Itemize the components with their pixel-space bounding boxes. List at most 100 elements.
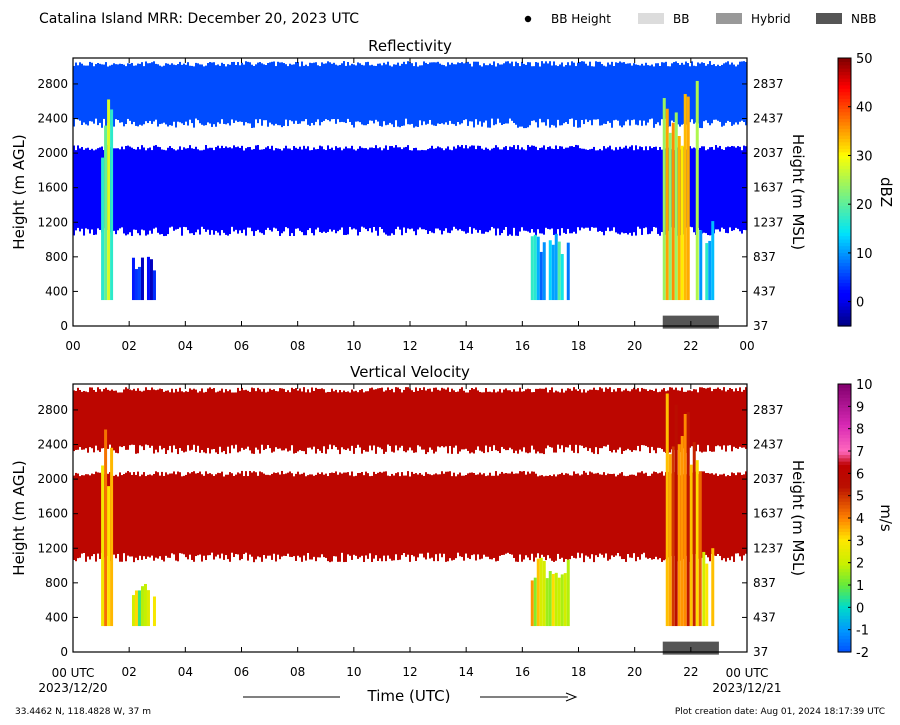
colorbar-segment — [838, 528, 851, 532]
band-edge — [473, 225, 475, 229]
band-edge — [647, 65, 649, 68]
band-edge — [629, 225, 631, 233]
band-edge — [475, 551, 477, 561]
band-edge — [745, 443, 747, 449]
band-edge — [651, 443, 653, 447]
band-edge — [307, 389, 309, 394]
band-edge — [487, 475, 489, 478]
band-edge — [327, 443, 329, 450]
band-edge — [275, 66, 277, 68]
band-edge — [475, 443, 477, 450]
band-edge — [257, 475, 259, 478]
band-edge — [265, 551, 267, 559]
band-edge — [243, 64, 245, 68]
band-edge — [349, 475, 351, 478]
band-edge — [107, 389, 109, 394]
band-edge — [653, 225, 655, 228]
band-edge — [309, 117, 311, 126]
band-edge — [89, 61, 91, 68]
band-edge — [317, 148, 319, 152]
band-edge — [547, 225, 549, 229]
band-edge — [517, 145, 519, 152]
band-edge — [599, 61, 601, 68]
colorbar-segment — [838, 255, 851, 260]
band-edge — [519, 443, 521, 450]
band-edge — [471, 145, 473, 152]
band-edge — [409, 443, 411, 448]
band-edge — [193, 117, 195, 128]
band-edge — [191, 65, 193, 68]
band-edge — [431, 117, 433, 125]
band-edge — [705, 117, 707, 121]
band-edge — [151, 475, 153, 478]
band-edge — [703, 443, 705, 452]
band-edge — [637, 225, 639, 227]
band-edge — [389, 443, 391, 446]
band-edge — [223, 117, 225, 124]
band-edge — [429, 225, 431, 232]
band-edge — [227, 443, 229, 447]
band-edge — [369, 388, 371, 394]
band-edge — [521, 391, 523, 394]
band-edge — [573, 225, 575, 232]
band-edge — [333, 62, 335, 68]
band-edge — [223, 551, 225, 560]
band-edge — [589, 149, 591, 152]
band-edge — [321, 443, 323, 454]
band-edge — [709, 551, 711, 562]
band-edge — [585, 63, 587, 68]
band-edge — [649, 443, 651, 454]
band-edge — [153, 145, 155, 152]
band-edge — [381, 117, 383, 127]
band-edge — [477, 474, 479, 478]
band-edge — [629, 443, 631, 451]
band-edge — [531, 66, 533, 68]
band-edge — [449, 391, 451, 394]
band-edge — [571, 390, 573, 394]
band-edge — [421, 149, 423, 152]
colorbar-segment — [838, 548, 851, 553]
band-edge — [577, 473, 579, 478]
band-edge — [287, 148, 289, 152]
band-edge — [309, 474, 311, 478]
band-edge — [133, 117, 135, 122]
band-edge — [401, 392, 403, 394]
band-edge — [465, 62, 467, 68]
band-edge — [317, 388, 319, 394]
band-edge — [567, 225, 569, 229]
band-edge — [533, 443, 535, 450]
band-edge — [239, 117, 241, 122]
y-tick-label: 2400 — [37, 112, 68, 126]
band-edge — [259, 443, 261, 454]
band-edge — [565, 443, 567, 448]
band-edge — [147, 148, 149, 152]
band-edge — [303, 443, 305, 452]
band-edge — [601, 64, 603, 68]
band-edge — [195, 443, 197, 452]
band-edge — [267, 391, 269, 394]
band-edge — [129, 389, 131, 394]
band-edge — [583, 470, 585, 478]
band-edge — [173, 64, 175, 68]
band-edge — [397, 472, 399, 478]
band-edge — [541, 443, 543, 454]
band-edge — [581, 392, 583, 394]
band-edge — [153, 117, 155, 122]
band-edge — [325, 473, 327, 478]
event-column — [680, 145, 684, 301]
band-edge — [167, 551, 169, 558]
band-edge — [471, 117, 473, 122]
band-edge — [263, 388, 265, 394]
band-edge — [477, 225, 479, 233]
band-edge — [435, 473, 437, 478]
band-edge — [239, 65, 241, 68]
colorbar-segment — [838, 611, 851, 616]
band-edge — [179, 472, 181, 478]
band-edge — [77, 473, 79, 478]
band-edge — [91, 443, 93, 449]
band-edge — [659, 65, 661, 68]
band-edge — [205, 65, 207, 68]
band-edge — [441, 148, 443, 152]
band-edge — [607, 388, 609, 394]
